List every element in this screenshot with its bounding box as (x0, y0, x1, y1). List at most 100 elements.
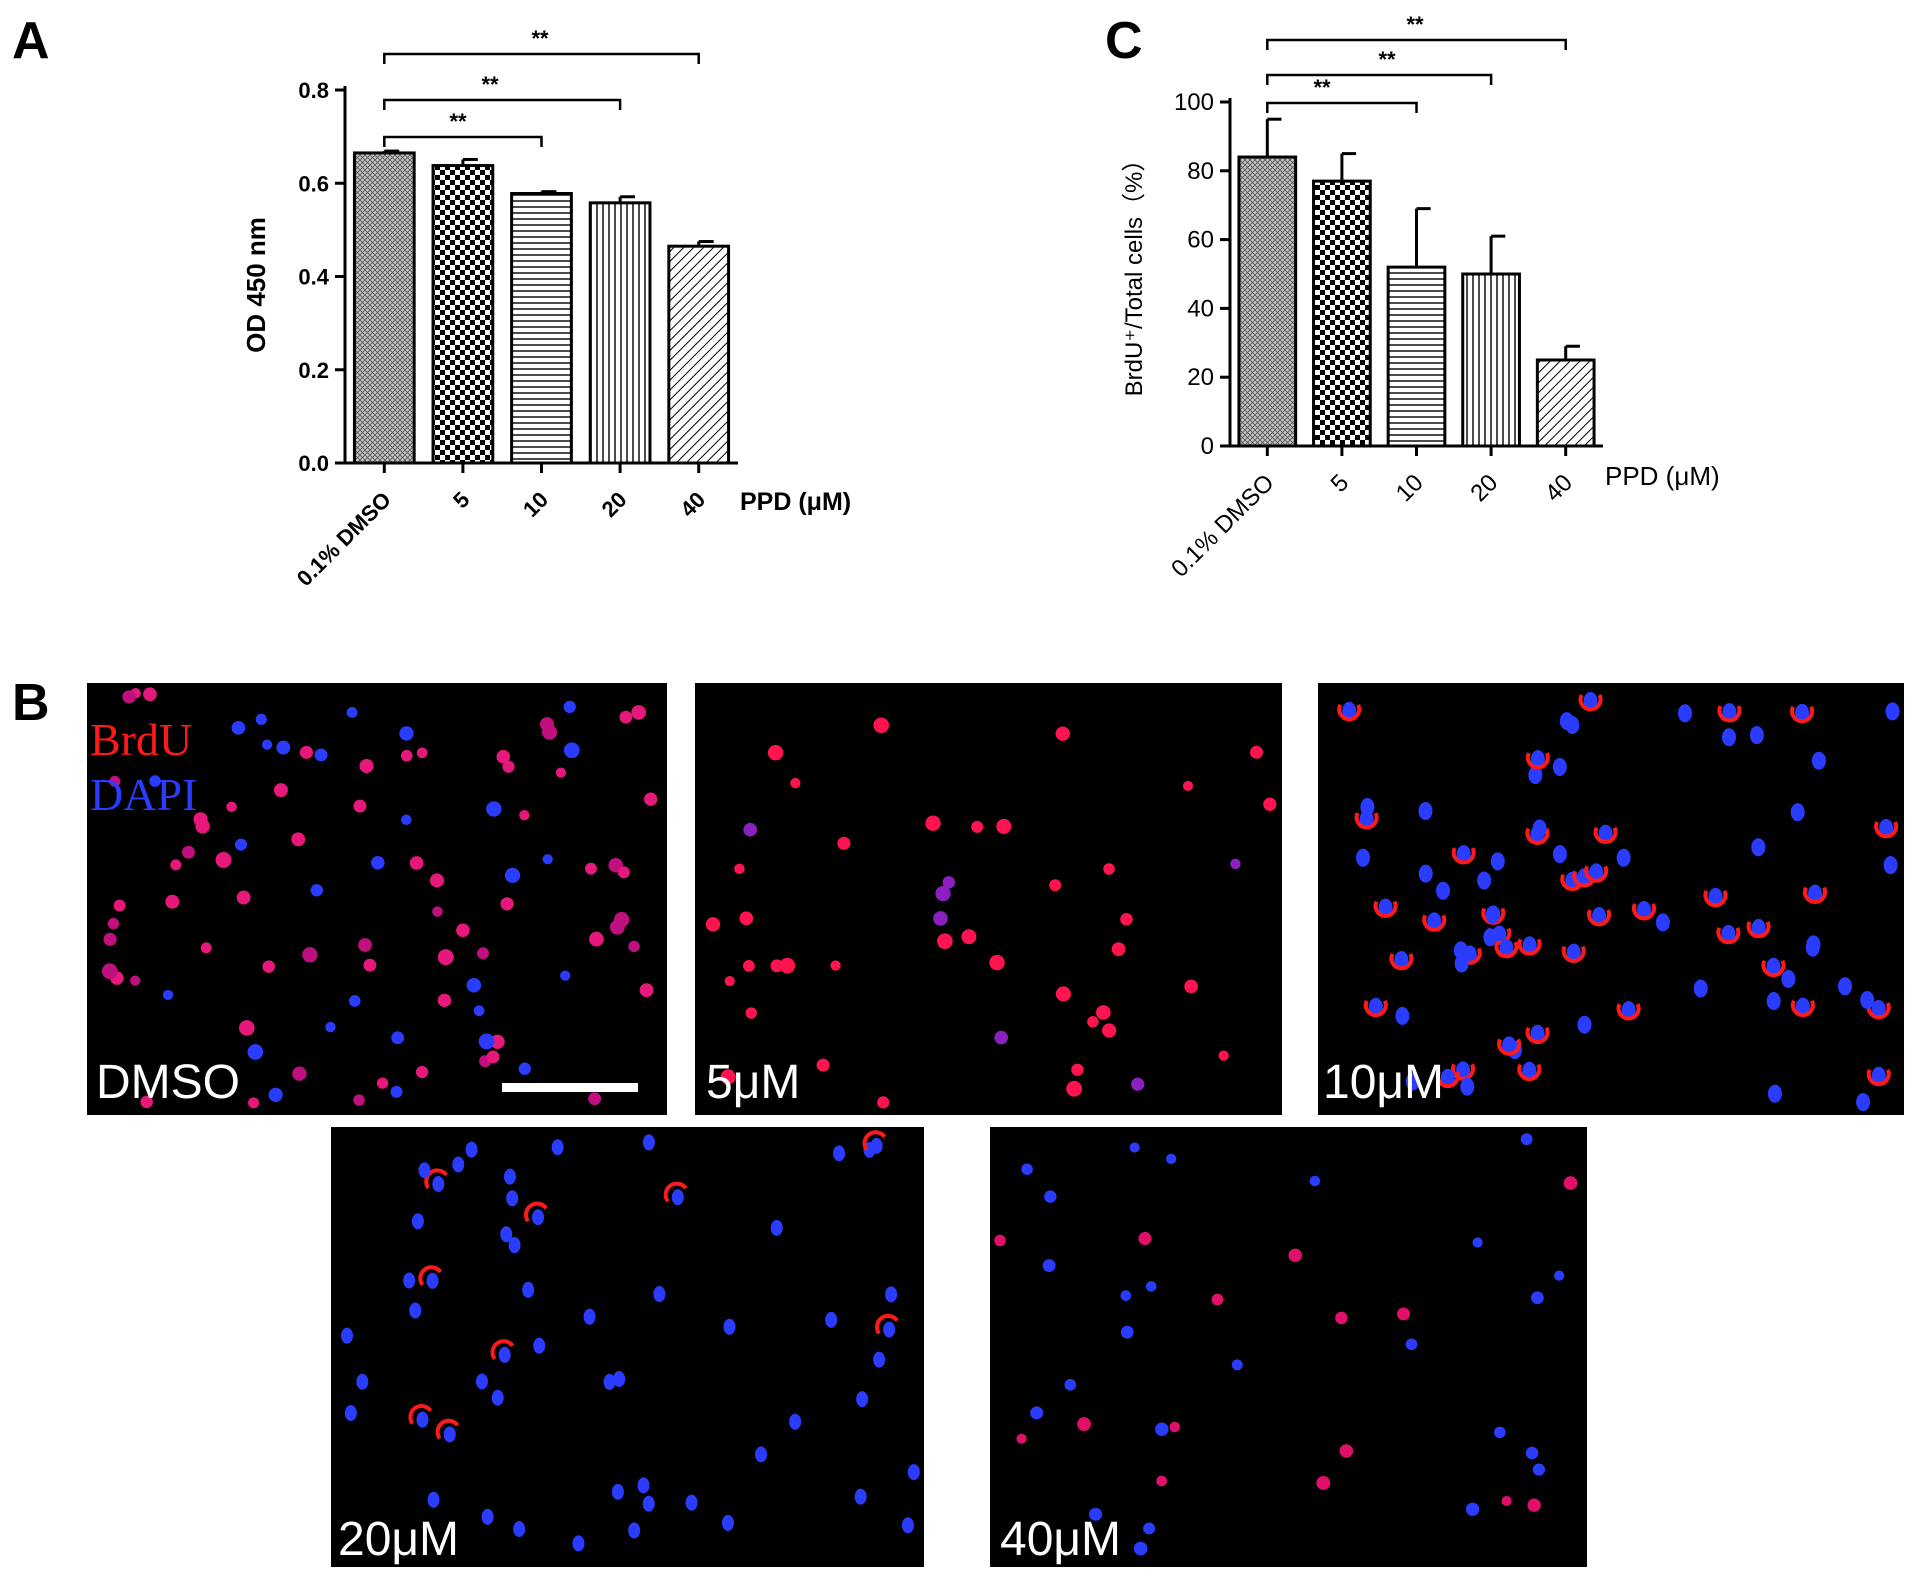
panel-b-label: B (12, 674, 50, 732)
cell (1087, 1016, 1099, 1028)
cell (473, 1005, 485, 1017)
cell (1288, 1248, 1302, 1263)
cell (1530, 750, 1545, 769)
cell (743, 822, 757, 837)
significance-bracket (1266, 73, 1493, 85)
cell-brdu (490, 1339, 515, 1360)
cell (745, 1007, 757, 1019)
cell (779, 957, 796, 974)
cell (500, 1226, 513, 1243)
cell (588, 1092, 602, 1106)
cell (1751, 838, 1766, 857)
cell (1184, 979, 1198, 994)
cell (1454, 954, 1469, 973)
cell (1129, 1142, 1140, 1153)
cell (416, 747, 428, 759)
cell-brdu (523, 1201, 548, 1223)
y-tick-label: 80 (1187, 158, 1214, 185)
cell (1230, 858, 1241, 870)
cell (234, 838, 248, 851)
cell (443, 1426, 456, 1443)
significance-label: ** (531, 26, 549, 51)
cell (478, 1033, 495, 1050)
chart-c-xlabel: PPD (μM) (1605, 461, 1720, 491)
cell-brdu (1451, 1063, 1476, 1081)
cell (262, 960, 275, 973)
x-tick-label: 5 (448, 487, 474, 513)
cell (551, 1139, 564, 1156)
micrograph-label-20um: 20μM (338, 1513, 459, 1566)
cell (1616, 848, 1631, 867)
chart-c-ylabel: BrdU⁺/Total cells（%） (1121, 148, 1148, 397)
cell-brdu (1790, 706, 1815, 724)
cell (503, 1168, 516, 1185)
chart-c-brdu: BrdU⁺/Total cells（%） PPD (μM) 0 20 40 60 80 1… (1121, 12, 1720, 583)
cell (475, 1373, 488, 1390)
cell (1182, 780, 1194, 791)
cell (513, 1521, 526, 1538)
cell (519, 810, 530, 821)
cell (1499, 939, 1514, 958)
cell (971, 820, 984, 833)
y-tick-label: 20 (1187, 364, 1214, 391)
cell (790, 777, 801, 789)
cell (1767, 1084, 1782, 1103)
cell (1766, 957, 1781, 976)
cell-brdu (1717, 705, 1742, 723)
significance-label: ** (1313, 75, 1331, 100)
cell (466, 977, 482, 993)
cell (1131, 1077, 1145, 1091)
cell (613, 1371, 626, 1388)
cell (429, 873, 445, 888)
cell (215, 851, 232, 868)
cell (870, 1137, 883, 1154)
cell (1016, 1433, 1027, 1444)
cell (508, 1237, 521, 1254)
cell (825, 1311, 838, 1328)
cell-brdu (408, 1404, 433, 1425)
cell (113, 899, 126, 912)
cell (1211, 1293, 1224, 1306)
cell (409, 856, 424, 870)
cell (873, 717, 890, 734)
cell (1520, 1133, 1533, 1146)
micrograph-label-dmso: DMSO (96, 1056, 240, 1109)
cell (1879, 819, 1894, 838)
cell (481, 1508, 494, 1525)
cell (901, 1517, 914, 1534)
cell (302, 947, 318, 963)
cell (743, 960, 755, 972)
cell (1806, 935, 1821, 954)
significance-bracket (1266, 38, 1567, 50)
cell-brdu (1803, 886, 1827, 905)
cell (170, 859, 182, 871)
cell (961, 929, 977, 945)
y-tick-label: 100 (1174, 89, 1214, 116)
cell (1598, 824, 1613, 843)
cell (789, 1413, 802, 1430)
cell (500, 897, 514, 911)
chart-a-od450: OD 450 nm PPD (μM) 0.0 0.2 0.4 0.6 0.8 0.1% D… (241, 26, 851, 591)
cell (739, 911, 754, 926)
cell-brdu (424, 1168, 448, 1190)
cell-brdu (1716, 926, 1741, 945)
cell (721, 1514, 734, 1531)
cell (432, 1176, 445, 1193)
cell (1395, 1006, 1410, 1025)
cell (276, 740, 291, 755)
cell (1030, 1406, 1044, 1420)
cell (637, 1477, 650, 1494)
cell (1250, 745, 1263, 759)
cell-brdu (1746, 921, 1771, 939)
cell (925, 815, 941, 831)
cell (1693, 979, 1708, 998)
cell (628, 940, 640, 953)
cell (401, 814, 412, 825)
cell (490, 1034, 505, 1049)
cell (907, 1464, 920, 1481)
bar-5 (431, 164, 495, 465)
cell-brdu (1593, 826, 1618, 845)
cell (465, 1141, 478, 1158)
cell (504, 867, 521, 883)
